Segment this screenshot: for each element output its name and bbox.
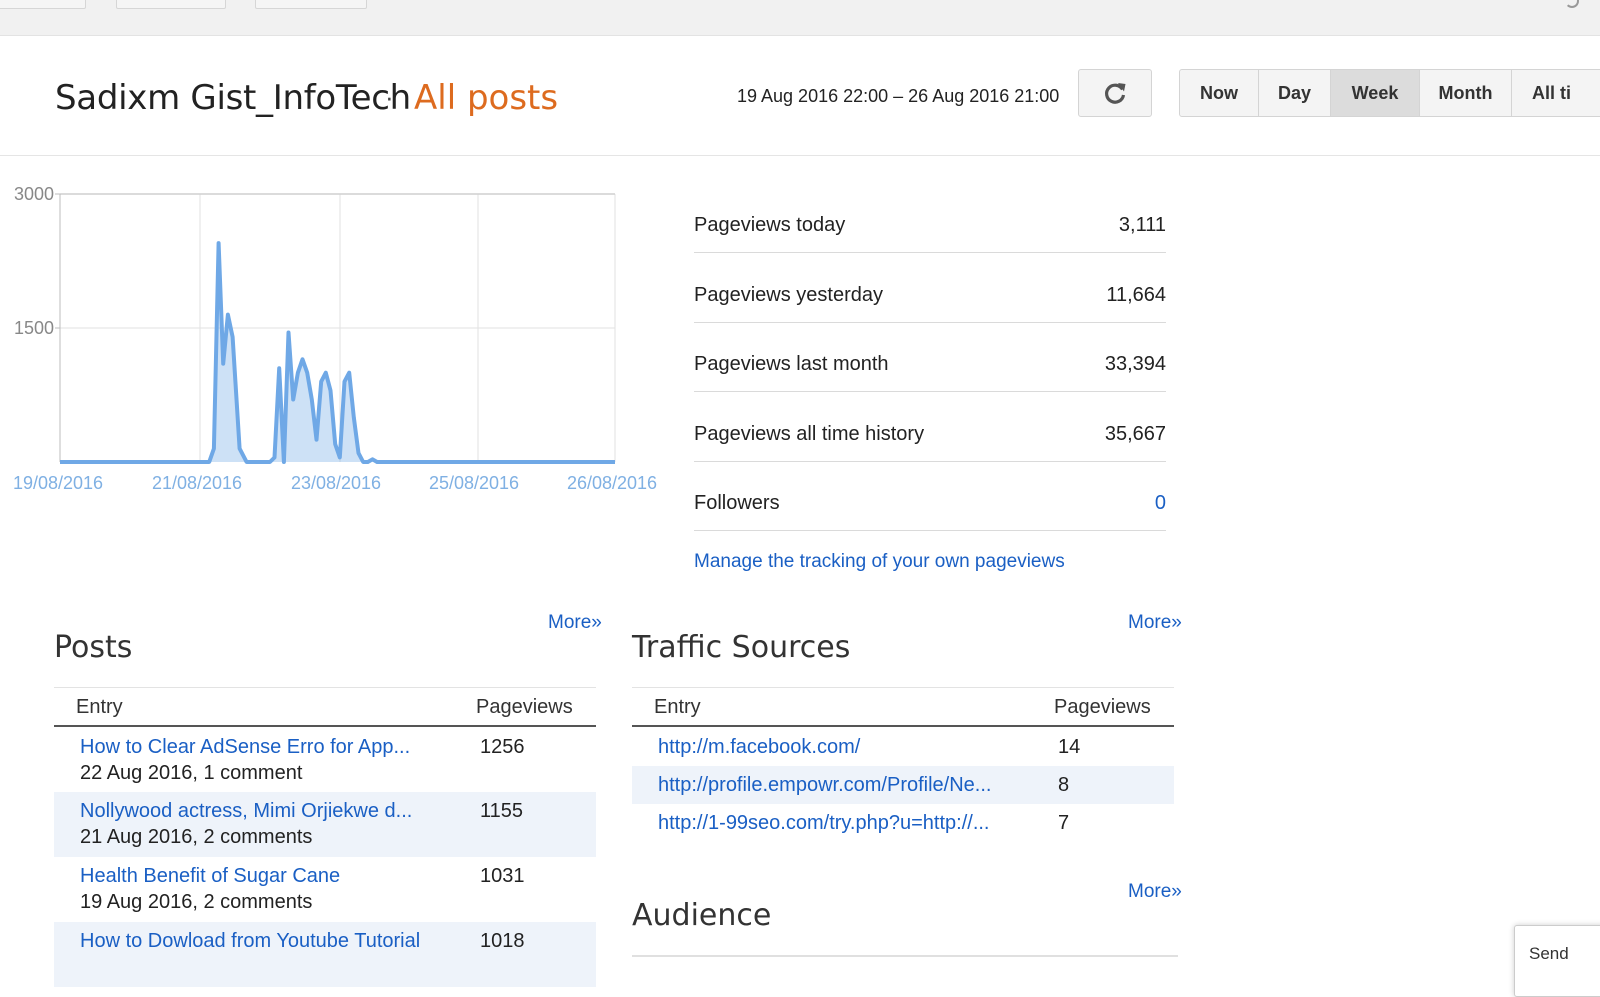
- table-row: http://m.facebook.com/ 14: [632, 728, 1174, 766]
- time-range-selector: Now Day Week Month All ti: [1179, 69, 1600, 117]
- range-all-time-button[interactable]: All ti: [1512, 70, 1600, 116]
- stat-value: 33,394: [1104, 353, 1166, 375]
- y-tick-label: 1500: [14, 318, 54, 338]
- column-header-pageviews: Pageviews: [1054, 696, 1151, 718]
- stat-row-last-month: Pageviews last month 33,394: [694, 323, 1166, 392]
- x-tick-label: 26/08/2016: [567, 473, 657, 493]
- top-toolbar: [0, 0, 1600, 36]
- post-link[interactable]: How to Clear AdSense Erro for App...: [80, 736, 411, 758]
- post-link[interactable]: Health Benefit of Sugar Cane: [80, 865, 341, 887]
- y-tick-label: 3000: [14, 184, 54, 204]
- title-separator: ·: [385, 82, 394, 112]
- stat-value: 35,667: [1104, 423, 1166, 445]
- traffic-more-link[interactable]: More»: [1128, 612, 1182, 633]
- stat-value: 11,664: [1106, 284, 1166, 306]
- x-tick-label: 19/08/2016: [13, 473, 103, 493]
- table-row: How to Clear AdSense Erro for App... 22 …: [54, 728, 596, 793]
- manage-tracking-link[interactable]: Manage the tracking of your own pageview…: [694, 551, 1065, 572]
- audience-title: Audience: [632, 898, 772, 933]
- column-header-pageviews: Pageviews: [476, 696, 573, 718]
- stat-row-yesterday: Pageviews yesterday 11,664: [694, 254, 1166, 323]
- send-feedback-label: Send: [1529, 944, 1569, 963]
- posts-table-header: Entry Pageviews: [54, 687, 596, 727]
- source-pageviews: 14: [1058, 736, 1081, 758]
- stat-label: Pageviews last month: [694, 353, 889, 375]
- refresh-button[interactable]: [1078, 69, 1152, 117]
- traffic-sources-title: Traffic Sources: [632, 630, 851, 665]
- send-feedback-button[interactable]: Send: [1514, 925, 1600, 997]
- refresh-icon: [1105, 83, 1126, 104]
- range-month-button[interactable]: Month: [1420, 70, 1512, 116]
- series-line: [60, 241, 615, 464]
- stat-row-today: Pageviews today 3,111: [694, 184, 1166, 253]
- pageviews-chart: 3000 1500 19/08/2016 21/08/2016 23/08/2016 25…: [13, 184, 657, 493]
- stat-label: Followers: [694, 492, 780, 514]
- x-tick-label: 25/08/2016: [429, 473, 519, 493]
- followers-count-link[interactable]: 0: [1154, 492, 1166, 514]
- posts-title: Posts: [54, 630, 133, 665]
- post-meta: 19 Aug 2016, 2 comments: [80, 891, 313, 913]
- post-meta: 21 Aug 2016, 2 comments: [80, 826, 313, 848]
- stat-row-all-time: Pageviews all time history 35,667: [694, 393, 1166, 462]
- series-area: [60, 243, 615, 462]
- source-link[interactable]: http://m.facebook.com/: [658, 736, 861, 758]
- source-pageviews: 7: [1058, 812, 1070, 834]
- blog-name: Sadixm Gist_InfoTech: [55, 78, 411, 118]
- source-pageviews: 8: [1058, 774, 1070, 796]
- table-row: Nollywood actress, Mimi Orjiekwe d... 21…: [54, 792, 596, 857]
- toolbar-button[interactable]: [255, 0, 367, 9]
- table-row: Health Benefit of Sugar Cane 19 Aug 2016…: [54, 857, 596, 922]
- toolbar-button[interactable]: [116, 0, 226, 9]
- settings-icon[interactable]: [1565, 0, 1579, 8]
- stat-label: Pageviews all time history: [694, 423, 925, 445]
- range-now-button[interactable]: Now: [1180, 70, 1259, 116]
- stat-row-followers: Followers 0: [694, 462, 1166, 531]
- post-pageviews: 1256: [480, 736, 525, 758]
- audience-more-link[interactable]: More»: [1128, 881, 1182, 902]
- table-row: http://profile.empowr.com/Profile/Ne... …: [632, 766, 1174, 804]
- post-meta: 22 Aug 2016, 1 comment: [80, 762, 303, 784]
- x-tick-label: 21/08/2016: [152, 473, 242, 493]
- range-week-button[interactable]: Week: [1331, 70, 1420, 116]
- range-day-button[interactable]: Day: [1259, 70, 1331, 116]
- stat-label: Pageviews yesterday: [694, 284, 883, 306]
- post-pageviews: 1018: [480, 930, 525, 952]
- source-link[interactable]: http://profile.empowr.com/Profile/Ne...: [658, 774, 992, 796]
- traffic-table-header: Entry Pageviews: [632, 687, 1174, 727]
- header-divider: [0, 155, 1600, 156]
- source-link[interactable]: http://1-99seo.com/try.php?u=http://...: [658, 812, 990, 834]
- table-row: How to Dowload from Youtube Tutorial 101…: [54, 922, 596, 987]
- post-link[interactable]: Nollywood actress, Mimi Orjiekwe d...: [80, 800, 413, 822]
- table-row: http://1-99seo.com/try.php?u=http://... …: [632, 804, 1174, 842]
- post-pageviews: 1031: [480, 865, 525, 887]
- page-title: All posts: [414, 78, 559, 118]
- column-header-entry: Entry: [76, 696, 123, 718]
- stat-value: 3,111: [1118, 214, 1166, 236]
- column-header-entry: Entry: [654, 696, 701, 718]
- stat-label: Pageviews today: [694, 214, 846, 236]
- date-range: 19 Aug 2016 22:00 – 26 Aug 2016 21:00: [737, 86, 1060, 106]
- audience-divider: [632, 955, 1178, 957]
- post-link[interactable]: How to Dowload from Youtube Tutorial: [80, 930, 421, 952]
- x-tick-label: 23/08/2016: [291, 473, 381, 493]
- toolbar-button[interactable]: [0, 0, 86, 9]
- posts-more-link[interactable]: More»: [548, 612, 602, 633]
- post-pageviews: 1155: [480, 800, 524, 822]
